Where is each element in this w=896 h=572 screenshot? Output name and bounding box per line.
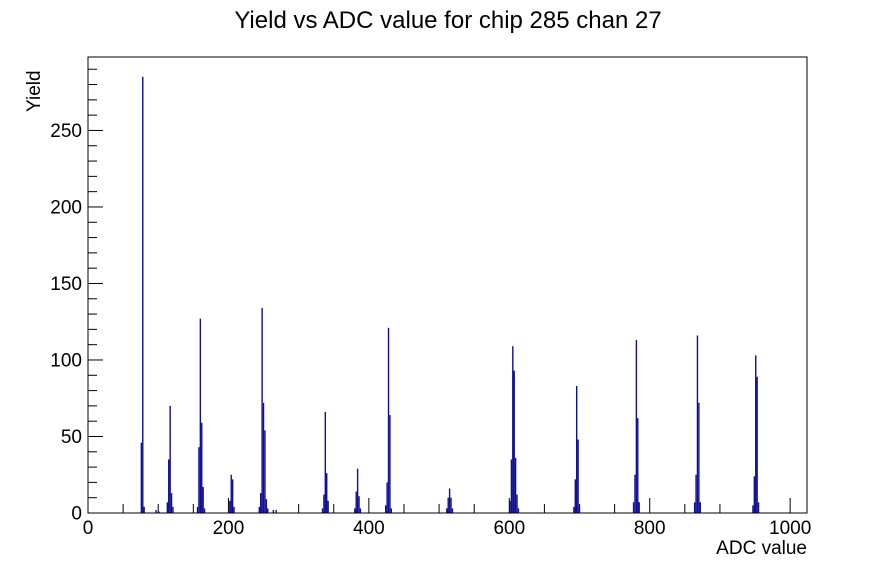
chart-title: Yield vs ADC value for chip 285 chan 27	[234, 7, 662, 34]
svg-text:800: 800	[634, 518, 666, 539]
svg-text:0: 0	[71, 504, 82, 525]
svg-text:150: 150	[50, 274, 82, 295]
svg-text:400: 400	[353, 518, 385, 539]
x-axis-title: ADC value	[716, 538, 807, 559]
svg-text:600: 600	[493, 518, 525, 539]
svg-text:0: 0	[83, 518, 94, 539]
svg-text:200: 200	[50, 197, 82, 218]
svg-text:100: 100	[50, 350, 82, 371]
svg-text:50: 50	[61, 427, 82, 448]
svg-text:1000: 1000	[769, 518, 811, 539]
svg-text:250: 250	[50, 121, 82, 142]
svg-text:200: 200	[213, 518, 245, 539]
